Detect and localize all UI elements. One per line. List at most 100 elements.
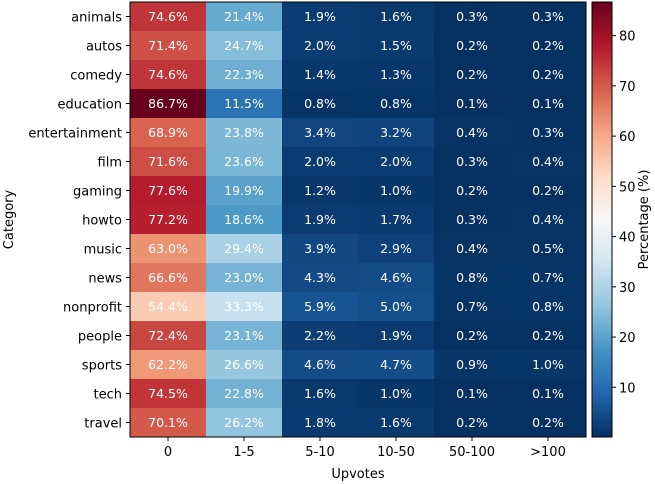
cell-value-label: 1.3% — [380, 67, 412, 82]
cell-value-label: 68.9% — [148, 125, 188, 140]
cell-value-label: 1.2% — [304, 183, 336, 198]
heatmap-cell — [358, 2, 435, 32]
colorbar — [592, 2, 612, 437]
heatmap-cell — [206, 263, 283, 293]
cell-value-label: 66.6% — [148, 270, 188, 285]
colorbar-tick-label: 20 — [619, 331, 636, 346]
heatmap-cell — [510, 2, 587, 32]
heatmap-cell — [282, 176, 359, 206]
heatmap-cell — [130, 292, 207, 322]
colorbar-tick-label: 60 — [619, 130, 636, 145]
cell-value-label: 26.2% — [224, 415, 264, 430]
cell-value-label: 0.3% — [532, 125, 564, 140]
cell-value-label: 5.9% — [304, 299, 336, 314]
cell-value-label: 0.7% — [456, 299, 488, 314]
cell-value-label: 74.6% — [148, 9, 188, 24]
heatmap-cell — [358, 263, 435, 293]
heatmap-cell — [282, 408, 359, 438]
cell-value-label: 2.0% — [304, 154, 336, 169]
colorbar-ticks: 10 20 30 40 50 60 70 80 — [612, 30, 636, 396]
colorbar-tick-label: 30 — [619, 281, 636, 296]
cell-value-label: 0.4% — [456, 125, 488, 140]
heatmap-cell — [206, 408, 283, 438]
cell-value-label: 0.2% — [532, 328, 564, 343]
heatmap-cells — [130, 2, 587, 438]
cell-value-label: 0.2% — [456, 328, 488, 343]
heatmap-cell — [434, 292, 511, 322]
heatmap-cell — [282, 263, 359, 293]
heatmap-cell — [130, 60, 207, 90]
y-tick-label: film — [98, 156, 122, 171]
heatmap-cell — [282, 60, 359, 90]
heatmap-cell — [282, 205, 359, 235]
x-axis-label: Upvotes — [331, 467, 385, 482]
cell-value-label: 0.1% — [532, 96, 564, 111]
cell-value-label: 62.2% — [148, 357, 188, 372]
heatmap-cell — [434, 234, 511, 264]
cell-value-label: 2.0% — [380, 154, 412, 169]
colorbar-tick-label: 10 — [619, 381, 636, 396]
heatmap-cell — [130, 31, 207, 61]
heatmap-cell — [282, 321, 359, 351]
y-tick-label: gaming — [73, 185, 122, 200]
colorbar-tick-label: 50 — [619, 180, 636, 195]
cell-value-label: 4.3% — [304, 270, 336, 285]
heatmap-cell — [206, 2, 283, 32]
heatmap-cell — [130, 147, 207, 177]
heatmap-cell — [130, 379, 207, 409]
cell-value-label: 2.0% — [304, 38, 336, 53]
cell-value-label: 26.6% — [224, 357, 264, 372]
heatmap-cell — [510, 234, 587, 264]
cell-value-label: 1.0% — [532, 357, 564, 372]
cell-value-label: 5.0% — [380, 299, 412, 314]
cell-value-label: 0.3% — [532, 9, 564, 24]
cell-value-label: 0.2% — [456, 38, 488, 53]
heatmap-cell — [282, 89, 359, 119]
y-tick-label: comedy — [70, 69, 122, 84]
heatmap-cell — [510, 147, 587, 177]
cell-value-label: 0.9% — [456, 357, 488, 372]
heatmap-cell — [206, 89, 283, 119]
cell-value-label: 3.4% — [304, 125, 336, 140]
y-tick-label: tech — [94, 388, 122, 403]
heatmap-cell — [282, 350, 359, 380]
heatmap-cell — [206, 379, 283, 409]
colorbar-label: Percentage (%) — [637, 170, 652, 270]
cell-value-label: 3.9% — [304, 241, 336, 256]
cell-value-label: 0.1% — [532, 386, 564, 401]
cell-value-label: 22.3% — [224, 67, 264, 82]
cell-value-label: 77.2% — [148, 212, 188, 227]
cell-value-label: 23.6% — [224, 154, 264, 169]
heatmap-cell — [206, 292, 283, 322]
heatmap-cell — [510, 118, 587, 148]
colorbar-tick-label: 80 — [619, 30, 636, 45]
heatmap-cell — [510, 321, 587, 351]
heatmap-cell — [130, 408, 207, 438]
heatmap-cell — [358, 408, 435, 438]
heatmap-cell — [282, 234, 359, 264]
heatmap-cell — [130, 118, 207, 148]
cell-value-label: 0.8% — [456, 270, 488, 285]
colorbar-tick-label: 70 — [619, 80, 636, 95]
cell-value-label: 86.7% — [148, 96, 188, 111]
cell-value-label: 74.5% — [148, 386, 188, 401]
y-tick-label: sports — [82, 359, 122, 374]
heatmap-cell — [434, 60, 511, 90]
cell-value-label: 1.6% — [304, 386, 336, 401]
cell-value-label: 63.0% — [148, 241, 188, 256]
y-tick-label: travel — [84, 417, 122, 432]
cell-value-label: 0.2% — [456, 183, 488, 198]
y-axis: animals autos comedy education entertainment… — [28, 11, 130, 432]
heatmap-cell — [130, 89, 207, 119]
heatmap-cell — [434, 118, 511, 148]
heatmap-cell — [434, 321, 511, 351]
cell-value-label: 71.6% — [148, 154, 188, 169]
heatmap-cell — [206, 31, 283, 61]
cell-value-label: 0.8% — [380, 96, 412, 111]
cell-value-label: 54.4% — [148, 299, 188, 314]
y-axis-label: Category — [2, 190, 17, 250]
heatmap-cell — [434, 31, 511, 61]
y-tick-label: animals — [71, 11, 122, 26]
cell-value-label: 0.3% — [456, 154, 488, 169]
cell-value-label: 0.2% — [532, 38, 564, 53]
